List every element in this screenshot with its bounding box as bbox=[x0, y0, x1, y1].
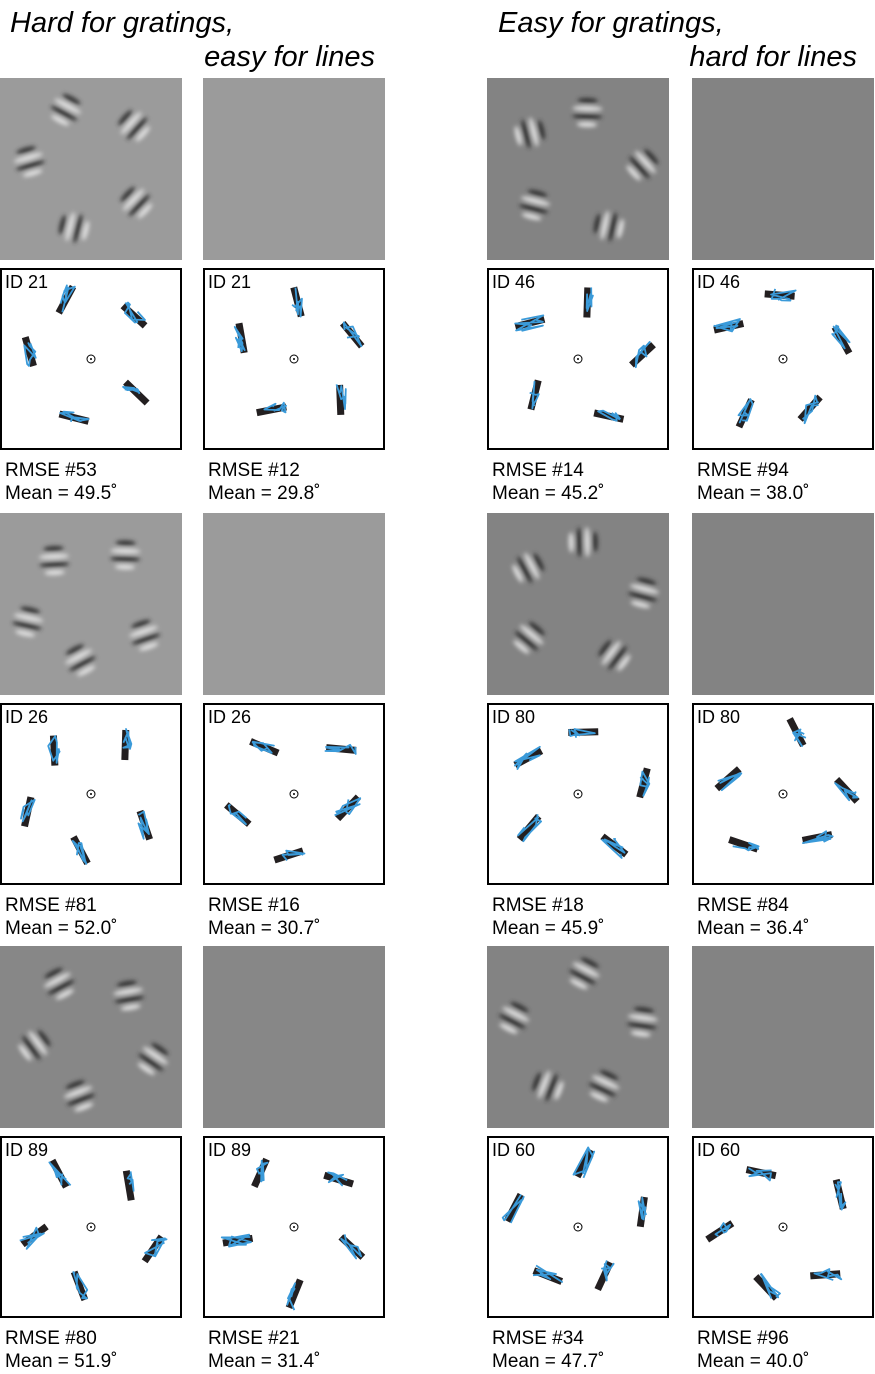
stimulus-background bbox=[203, 946, 385, 1128]
mean-label: Mean = 29.8˚ bbox=[208, 483, 321, 504]
rmse-label: RMSE #94 bbox=[697, 460, 789, 481]
fixation-dot bbox=[293, 793, 295, 795]
mean-label: Mean = 30.7˚ bbox=[208, 918, 321, 939]
mean-label: Mean = 38.0˚ bbox=[697, 483, 810, 504]
group-title: Easy for gratings, bbox=[498, 7, 724, 39]
participant-id: ID 46 bbox=[697, 272, 740, 292]
line-segment bbox=[340, 193, 341, 227]
fixation-dot bbox=[293, 358, 295, 360]
stimulus-background bbox=[0, 78, 182, 260]
participant-id: ID 21 bbox=[208, 272, 251, 292]
line-stimulus bbox=[340, 193, 341, 227]
fixation-dot bbox=[782, 1226, 784, 1228]
participant-id: ID 46 bbox=[492, 272, 535, 292]
fixation-dot bbox=[90, 1226, 92, 1228]
participant-id: ID 80 bbox=[492, 707, 535, 727]
rmse-label: RMSE #34 bbox=[492, 1328, 584, 1349]
mean-label: Mean = 40.0˚ bbox=[697, 1351, 810, 1372]
mean-label: Mean = 52.0˚ bbox=[5, 918, 118, 939]
rmse-label: RMSE #96 bbox=[697, 1328, 789, 1349]
mean-label: Mean = 45.9˚ bbox=[492, 918, 605, 939]
rmse-label: RMSE #84 bbox=[697, 895, 789, 916]
rmse-label: RMSE #53 bbox=[5, 460, 97, 481]
group-title: easy for lines bbox=[204, 41, 375, 73]
stimulus-background bbox=[0, 946, 182, 1128]
rmse-label: RMSE #21 bbox=[208, 1328, 300, 1349]
fixation-dot bbox=[577, 1226, 579, 1228]
group-title: Hard for gratings, bbox=[10, 7, 234, 39]
fixation-dot bbox=[90, 793, 92, 795]
mean-label: Mean = 51.9˚ bbox=[5, 1351, 118, 1372]
fixation-dot bbox=[90, 358, 92, 360]
stimulus-background bbox=[203, 78, 385, 260]
mean-label: Mean = 45.2˚ bbox=[492, 483, 605, 504]
participant-id: ID 89 bbox=[5, 1140, 48, 1160]
fixation-dot bbox=[293, 1226, 295, 1228]
fixation-dot bbox=[577, 793, 579, 795]
mean-label: Mean = 47.7˚ bbox=[492, 1351, 605, 1372]
rmse-label: RMSE #14 bbox=[492, 460, 584, 481]
stimulus-background bbox=[692, 946, 874, 1128]
fixation-dot bbox=[577, 358, 579, 360]
participant-id: ID 60 bbox=[492, 1140, 535, 1160]
mean-label: Mean = 36.4˚ bbox=[697, 918, 810, 939]
group-title: hard for lines bbox=[689, 41, 857, 73]
participant-id: ID 60 bbox=[697, 1140, 740, 1160]
participant-id: ID 26 bbox=[5, 707, 48, 727]
rmse-label: RMSE #80 bbox=[5, 1328, 97, 1349]
participant-id: ID 89 bbox=[208, 1140, 251, 1160]
participant-id: ID 21 bbox=[5, 272, 48, 292]
participant-id: ID 26 bbox=[208, 707, 251, 727]
stimulus-background bbox=[692, 513, 874, 695]
mean-label: Mean = 49.5˚ bbox=[5, 483, 118, 504]
rmse-label: RMSE #16 bbox=[208, 895, 300, 916]
rmse-label: RMSE #12 bbox=[208, 460, 300, 481]
stimulus-background bbox=[203, 513, 385, 695]
figure: Hard for gratings, easy for lines Easy f… bbox=[0, 0, 875, 1374]
rmse-label: RMSE #18 bbox=[492, 895, 584, 916]
rmse-label: RMSE #81 bbox=[5, 895, 97, 916]
participant-id: ID 80 bbox=[697, 707, 740, 727]
mean-label: Mean = 31.4˚ bbox=[208, 1351, 321, 1372]
fixation-dot bbox=[782, 793, 784, 795]
fixation-dot bbox=[782, 358, 784, 360]
